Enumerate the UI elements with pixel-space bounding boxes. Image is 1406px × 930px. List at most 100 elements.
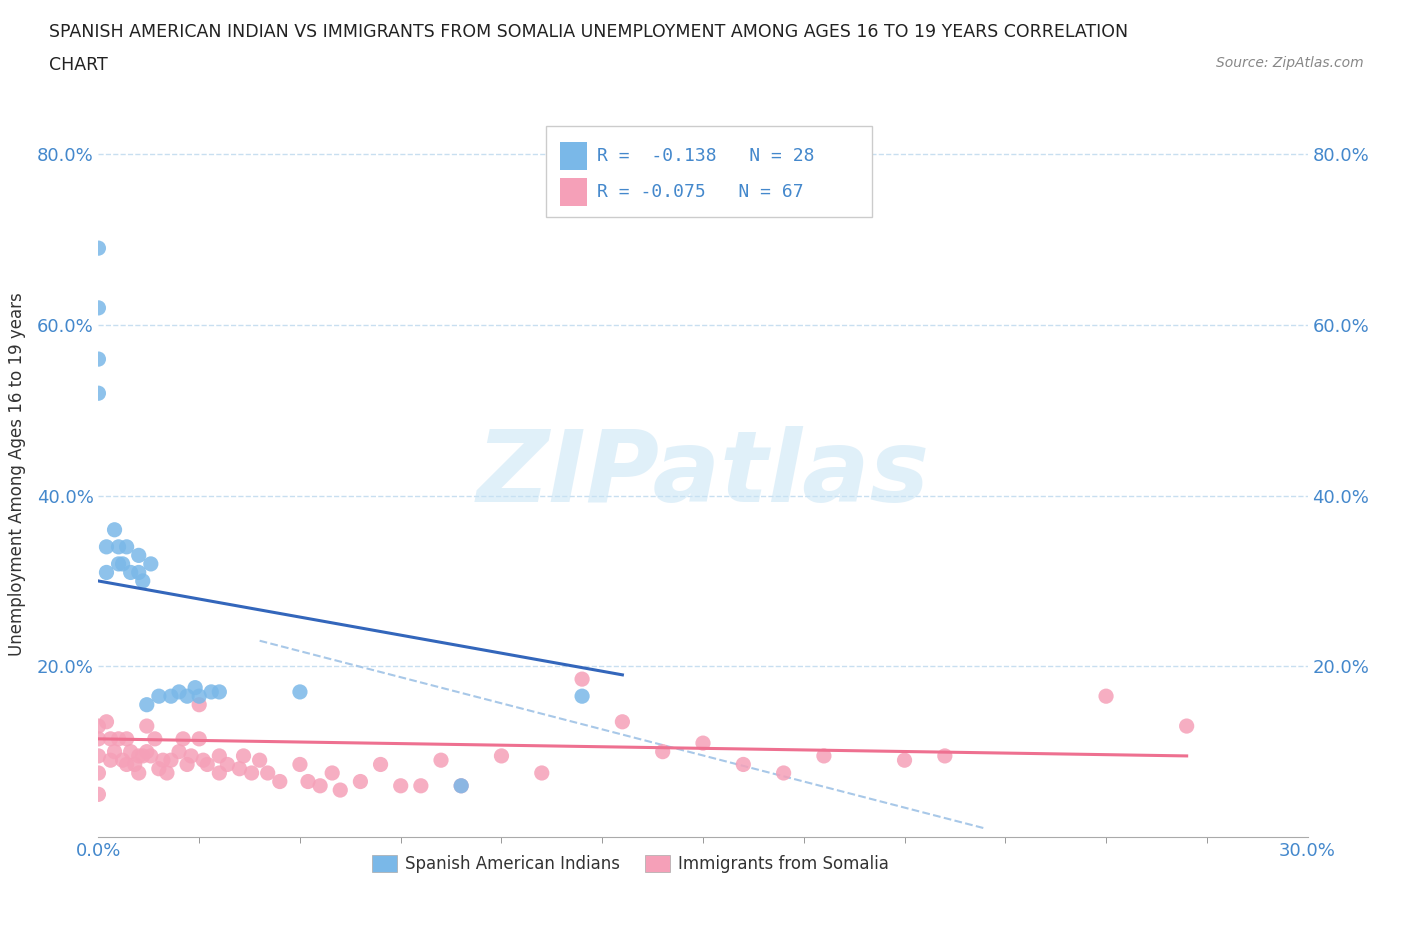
Point xyxy=(430,752,453,767)
Text: CHART: CHART xyxy=(49,56,108,73)
Point xyxy=(87,719,110,734)
Point xyxy=(184,680,207,695)
Point xyxy=(107,731,129,746)
Point xyxy=(128,548,150,563)
Point xyxy=(103,523,125,538)
Point xyxy=(135,744,157,759)
Point xyxy=(176,757,198,772)
Point xyxy=(409,778,432,793)
Point xyxy=(87,241,110,256)
Point xyxy=(167,744,190,759)
Point xyxy=(87,300,110,315)
Point xyxy=(160,752,183,767)
Point xyxy=(450,778,472,793)
Text: ZIPatlas: ZIPatlas xyxy=(477,426,929,523)
Point xyxy=(269,774,291,789)
Point xyxy=(692,736,714,751)
Point xyxy=(111,556,134,571)
Point xyxy=(288,684,311,699)
Point xyxy=(111,752,134,767)
Point xyxy=(152,752,174,767)
Point xyxy=(733,757,755,772)
Point xyxy=(148,689,170,704)
Text: R =  -0.138   N = 28: R = -0.138 N = 28 xyxy=(596,147,814,165)
Point xyxy=(571,689,593,704)
Point xyxy=(571,671,593,686)
Point xyxy=(1175,719,1198,734)
Y-axis label: Unemployment Among Ages 16 to 19 years: Unemployment Among Ages 16 to 19 years xyxy=(7,292,25,657)
Point xyxy=(491,749,513,764)
Point xyxy=(180,749,202,764)
Point xyxy=(321,765,343,780)
Point xyxy=(450,778,472,793)
Point xyxy=(208,765,231,780)
Point xyxy=(370,757,392,772)
Point xyxy=(87,352,110,366)
Point xyxy=(188,698,211,712)
Point xyxy=(240,765,263,780)
Point xyxy=(96,714,118,729)
Point xyxy=(813,749,835,764)
Bar xyxy=(561,179,586,206)
Point xyxy=(96,539,118,554)
Point xyxy=(128,765,150,780)
Point xyxy=(167,684,190,699)
Point xyxy=(156,765,179,780)
Point xyxy=(1095,689,1118,704)
Point xyxy=(288,757,311,772)
Point xyxy=(249,752,271,767)
Point xyxy=(124,757,146,772)
Point xyxy=(135,719,157,734)
Point xyxy=(297,774,319,789)
Point xyxy=(139,556,162,571)
Point xyxy=(139,749,162,764)
Point xyxy=(172,731,194,746)
Point xyxy=(893,752,915,767)
Point xyxy=(195,757,218,772)
Legend: Spanish American Indians, Immigrants from Somalia: Spanish American Indians, Immigrants fro… xyxy=(366,848,896,880)
Point xyxy=(107,556,129,571)
Point xyxy=(107,539,129,554)
Point xyxy=(128,565,150,580)
Point xyxy=(232,749,254,764)
Text: R = -0.075   N = 67: R = -0.075 N = 67 xyxy=(596,183,803,201)
Text: SPANISH AMERICAN INDIAN VS IMMIGRANTS FROM SOMALIA UNEMPLOYMENT AMONG AGES 16 TO: SPANISH AMERICAN INDIAN VS IMMIGRANTS FR… xyxy=(49,23,1129,41)
Point xyxy=(100,731,122,746)
Point xyxy=(934,749,956,764)
Point xyxy=(132,749,155,764)
Point xyxy=(160,689,183,704)
Point xyxy=(132,574,155,589)
Point xyxy=(329,783,352,798)
Point xyxy=(87,765,110,780)
Point xyxy=(256,765,278,780)
Point xyxy=(217,757,239,772)
Point xyxy=(128,749,150,764)
Point xyxy=(87,787,110,802)
Point xyxy=(143,731,166,746)
Point xyxy=(115,731,138,746)
Point xyxy=(349,774,371,789)
Point xyxy=(772,765,794,780)
Point xyxy=(87,386,110,401)
Point xyxy=(103,744,125,759)
Bar xyxy=(561,142,586,169)
Point xyxy=(193,752,215,767)
FancyBboxPatch shape xyxy=(546,126,872,217)
Point xyxy=(87,731,110,746)
Point xyxy=(115,539,138,554)
Text: Source: ZipAtlas.com: Source: ZipAtlas.com xyxy=(1216,56,1364,70)
Point xyxy=(309,778,332,793)
Point xyxy=(87,749,110,764)
Point xyxy=(208,749,231,764)
Point xyxy=(120,744,142,759)
Point xyxy=(96,565,118,580)
Point xyxy=(651,744,673,759)
Point xyxy=(530,765,553,780)
Point xyxy=(176,689,198,704)
Point xyxy=(389,778,412,793)
Point xyxy=(120,565,142,580)
Point xyxy=(148,762,170,777)
Point xyxy=(188,731,211,746)
Point xyxy=(115,757,138,772)
Point xyxy=(228,762,250,777)
